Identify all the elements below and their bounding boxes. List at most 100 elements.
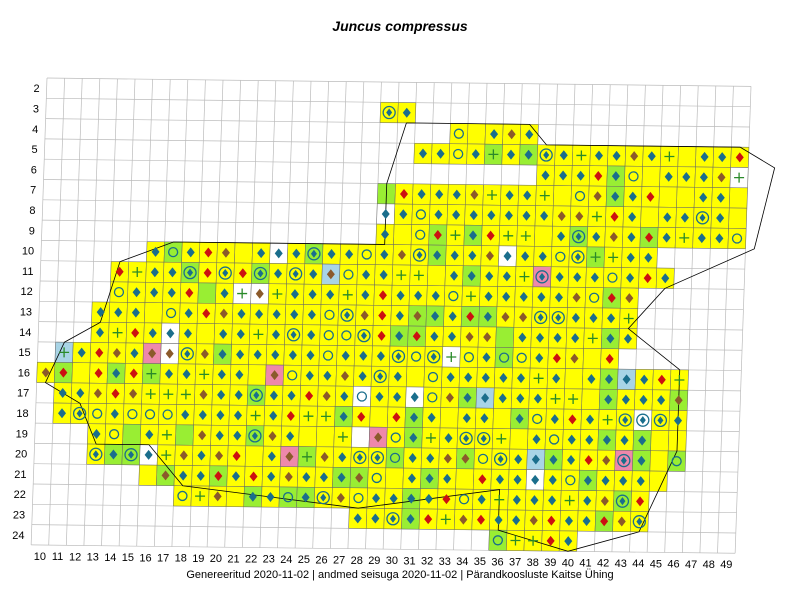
target-ring	[382, 105, 396, 120]
diamond-marker	[573, 272, 582, 283]
grid-cell	[315, 426, 335, 448]
grid-cell	[369, 406, 389, 428]
target-diamond	[356, 453, 363, 462]
circle-marker	[492, 535, 504, 546]
row-label: 24	[12, 530, 24, 542]
diamond-marker	[519, 291, 528, 302]
circle-marker	[731, 233, 743, 244]
grid-cell	[488, 529, 508, 551]
circle-marker	[371, 472, 382, 484]
target-ring	[286, 328, 301, 342]
column-label: 16	[139, 552, 151, 564]
row-label: 2	[34, 83, 40, 95]
diamond-marker	[129, 368, 138, 379]
circle-marker	[477, 453, 489, 465]
diamond-marker	[196, 470, 205, 481]
plus-marker	[337, 431, 348, 442]
target-ring	[615, 494, 630, 508]
diamond-marker	[433, 229, 442, 240]
diamond-marker	[132, 287, 141, 298]
target-diamond	[430, 352, 437, 361]
diamond-marker	[490, 129, 499, 140]
diamond-marker	[571, 333, 580, 344]
diamond-marker	[567, 454, 576, 465]
row-label: 3	[33, 103, 39, 115]
grid-col-line	[48, 78, 65, 546]
plus-marker	[591, 211, 602, 222]
diamond-marker	[589, 313, 598, 324]
grid-cell	[581, 388, 601, 410]
diamond-marker	[657, 374, 666, 385]
target-diamond	[184, 349, 191, 358]
plus-marker	[446, 351, 457, 362]
diamond-marker	[234, 410, 243, 421]
diamond-marker	[535, 332, 544, 343]
circle-marker	[323, 330, 334, 341]
grid-cell	[385, 447, 405, 469]
grid-cell	[729, 187, 748, 209]
diamond-marker	[564, 515, 573, 526]
grid-cell	[658, 186, 678, 208]
circle-marker	[628, 171, 639, 182]
circle-marker	[343, 269, 354, 280]
grid-col-line	[30, 77, 48, 545]
grid-cell	[649, 450, 669, 472]
circle-marker	[565, 475, 576, 486]
diamond-marker	[501, 312, 510, 323]
target-diamond	[543, 151, 550, 160]
diamond-marker	[559, 150, 568, 161]
diamond-marker	[640, 374, 649, 385]
grid-cell	[422, 386, 442, 408]
diamond-marker	[663, 212, 672, 223]
diamond-marker	[95, 327, 104, 338]
plus-marker	[488, 149, 499, 160]
column-label: 26	[315, 554, 327, 566]
diamond-marker	[506, 149, 515, 160]
diamond-marker	[443, 473, 452, 484]
diamond-marker	[58, 387, 67, 398]
diamond-marker	[572, 292, 581, 303]
target-ring	[459, 431, 473, 446]
diamond-marker	[575, 211, 584, 222]
plus-marker	[465, 291, 476, 302]
diamond-marker	[602, 455, 611, 466]
diamond-marker	[625, 293, 634, 304]
diamond-marker	[518, 332, 527, 343]
diamond-marker	[168, 267, 177, 278]
grid-cell	[650, 430, 670, 452]
diamond-marker	[59, 367, 68, 378]
target-diamond	[257, 269, 264, 278]
diamond-marker	[626, 272, 635, 283]
diamond-marker	[461, 453, 470, 464]
row-label: 7	[30, 185, 36, 197]
diamond-marker	[540, 210, 549, 221]
target-ring	[695, 211, 710, 225]
diamond-marker	[418, 148, 427, 159]
diamond-marker	[274, 268, 283, 279]
diamond-marker	[450, 270, 459, 281]
row-label: 13	[20, 306, 32, 318]
grid-cell	[677, 146, 697, 168]
grid-cell	[467, 123, 486, 145]
column-label: 18	[175, 553, 187, 565]
diamond-marker	[253, 349, 262, 360]
footer-credits: Genereeritud 2020-11-02 | andmed seisuga…	[186, 569, 614, 581]
target-diamond	[386, 108, 393, 117]
grid-cell	[676, 186, 696, 208]
diamond-marker	[288, 350, 297, 361]
target-ring	[477, 431, 491, 446]
column-label: 49	[720, 559, 732, 571]
circle-marker	[165, 307, 177, 319]
diamond-marker	[358, 371, 367, 382]
target-diamond	[463, 434, 470, 443]
diamond-marker	[515, 413, 524, 424]
diamond-marker	[269, 390, 278, 401]
target-diamond	[497, 455, 504, 464]
diamond-marker	[341, 350, 350, 361]
target-ring	[340, 308, 354, 322]
grid-cell	[352, 386, 372, 408]
grid-cell	[582, 348, 602, 370]
target-ring	[72, 406, 87, 421]
circle-marker	[162, 409, 173, 420]
diamond-marker	[110, 408, 119, 419]
